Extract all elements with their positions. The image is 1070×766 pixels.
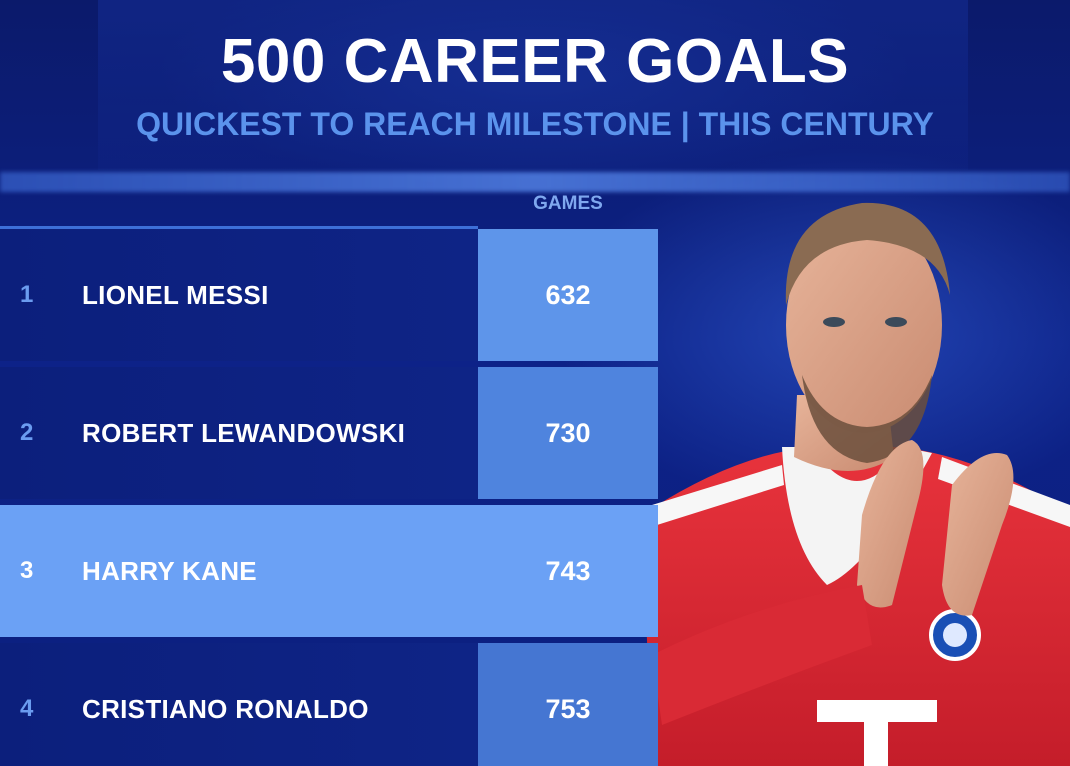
player-name: ROBERT LEWANDOWSKI — [82, 417, 406, 448]
rank-number: 3 — [20, 557, 34, 584]
light-band — [0, 172, 1070, 192]
games-value: 743 — [478, 505, 658, 637]
player-name-cell — [0, 229, 478, 361]
page-title: 500 CAREER GOALS — [220, 27, 850, 96]
table-row: 1 LIONEL MESSI 632 — [0, 229, 658, 361]
rank-number: 4 — [20, 695, 34, 722]
player-name: HARRY KANE — [82, 555, 257, 586]
player-portrait-icon — [642, 202, 1070, 766]
table-top-divider — [0, 226, 478, 229]
games-column-header: GAMES — [533, 193, 603, 214]
games-value: 632 — [478, 229, 658, 361]
rank-number: 2 — [20, 419, 34, 446]
games-value: 753 — [478, 643, 658, 766]
table-row-highlighted: 3 HARRY KANE 743 — [0, 505, 658, 637]
player-name: LIONEL MESSI — [82, 279, 269, 310]
header-panel — [98, 0, 968, 170]
games-value: 730 — [478, 367, 658, 499]
player-name-cell — [0, 643, 478, 766]
rank-number: 1 — [20, 281, 34, 308]
player-name: CRISTIANO RONALDO — [82, 693, 369, 724]
table-row: 2 ROBERT LEWANDOWSKI 730 — [0, 367, 658, 499]
player-name-cell — [0, 505, 478, 637]
table-row: 4 CRISTIANO RONALDO 753 — [0, 643, 658, 766]
player-name-cell — [0, 367, 478, 499]
page-subtitle: QUICKEST TO REACH MILESTONE | THIS CENTU… — [136, 106, 934, 142]
